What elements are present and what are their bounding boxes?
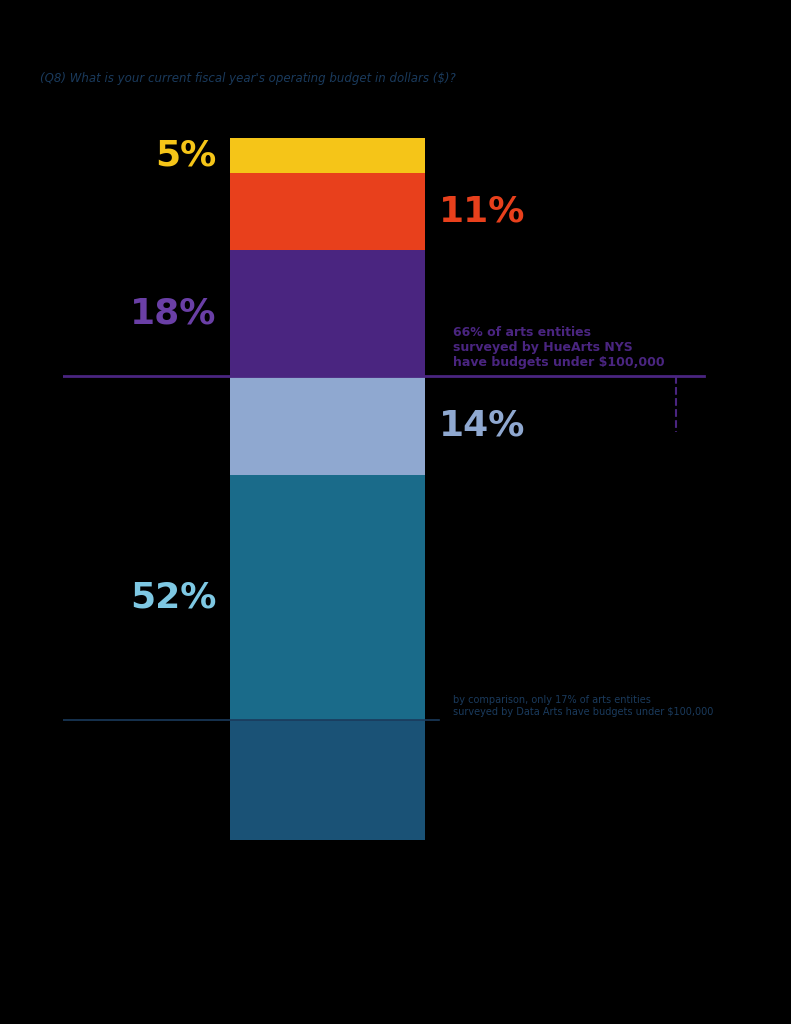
Text: (Q8) What is your current fiscal year's operating budget in dollars ($)?: (Q8) What is your current fiscal year's … bbox=[40, 72, 456, 85]
Bar bbox=[230, 137, 426, 173]
Text: 18%: 18% bbox=[130, 296, 217, 330]
Bar bbox=[230, 250, 426, 376]
Text: 11%: 11% bbox=[439, 195, 525, 228]
Text: 66% of arts entities
surveyed by HueArts NYS
have budgets under $100,000: 66% of arts entities surveyed by HueArts… bbox=[453, 327, 664, 370]
Text: by comparison, only 17% of arts entities
surveyed by Data Arts have budgets unde: by comparison, only 17% of arts entities… bbox=[453, 695, 713, 717]
Text: 52%: 52% bbox=[130, 581, 217, 614]
Bar bbox=[230, 474, 426, 720]
Text: 5%: 5% bbox=[155, 138, 217, 172]
Bar bbox=[230, 173, 426, 250]
Text: 14%: 14% bbox=[439, 409, 525, 442]
Bar bbox=[230, 720, 426, 840]
Bar bbox=[230, 376, 426, 474]
